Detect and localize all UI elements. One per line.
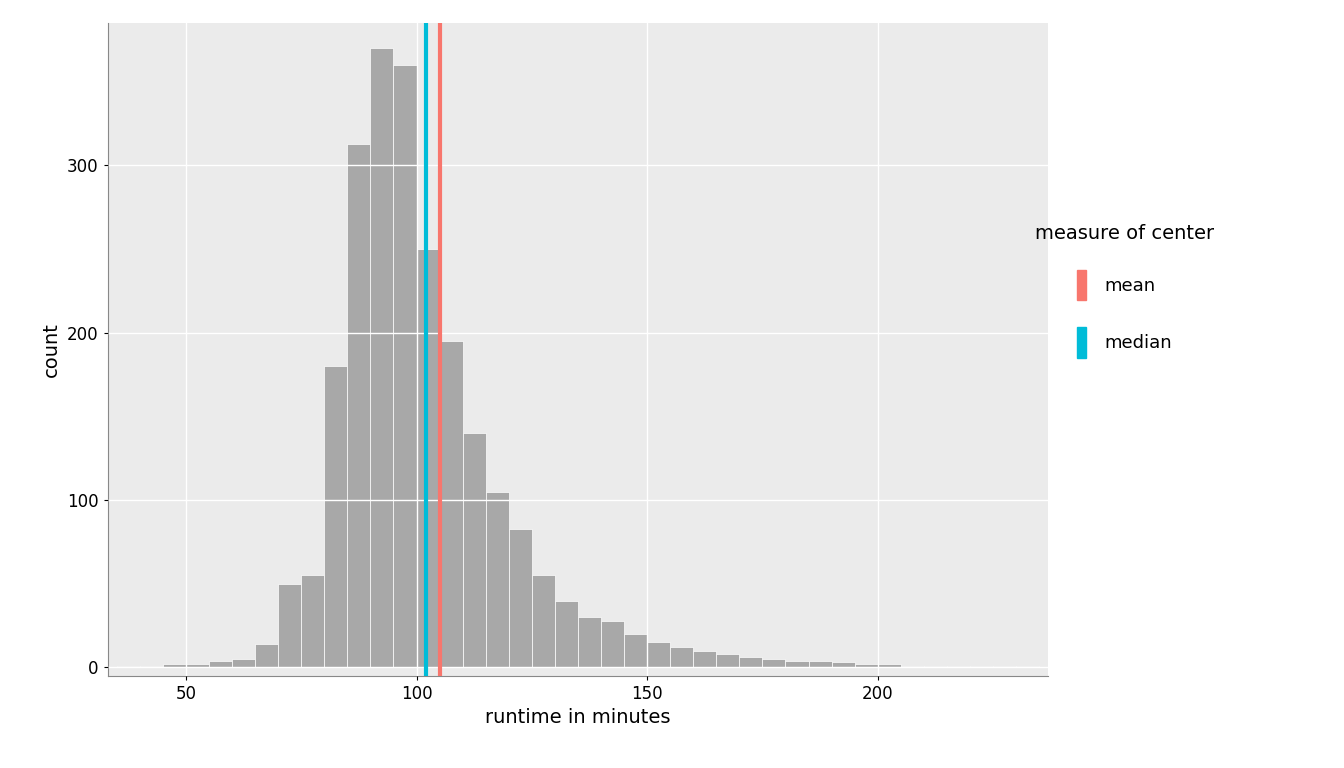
Bar	[278, 584, 301, 667]
Bar	[832, 663, 855, 667]
Bar	[324, 366, 347, 667]
Bar	[900, 666, 923, 667]
Bar	[462, 433, 485, 667]
Bar	[371, 48, 394, 667]
Bar	[439, 341, 462, 667]
Bar	[855, 664, 878, 667]
Bar	[555, 601, 578, 667]
Bar	[809, 660, 832, 667]
Bar	[208, 660, 233, 667]
Bar	[671, 647, 694, 667]
Bar	[762, 659, 785, 667]
Bar	[417, 249, 439, 667]
Bar	[255, 644, 278, 667]
Bar	[509, 528, 532, 667]
Bar	[347, 144, 371, 667]
Bar	[923, 666, 948, 667]
Bar	[785, 660, 809, 667]
Bar	[117, 666, 140, 667]
Bar	[694, 650, 716, 667]
Bar	[948, 666, 970, 667]
Bar	[185, 664, 208, 667]
Bar	[716, 654, 739, 667]
Bar	[624, 634, 646, 667]
Bar	[301, 575, 324, 667]
Legend: mean, median: mean, median	[1025, 215, 1223, 366]
Bar	[233, 659, 255, 667]
Bar	[646, 642, 671, 667]
Bar	[601, 621, 624, 667]
Bar	[532, 575, 555, 667]
Bar	[1016, 666, 1039, 667]
Bar	[993, 666, 1016, 667]
Bar	[163, 664, 185, 667]
X-axis label: runtime in minutes: runtime in minutes	[485, 708, 671, 727]
Bar	[140, 666, 163, 667]
Y-axis label: count: count	[42, 322, 62, 377]
Bar	[485, 492, 509, 667]
Bar	[970, 666, 993, 667]
Bar	[578, 617, 601, 667]
Bar	[394, 65, 417, 667]
Bar	[739, 657, 762, 667]
Bar	[878, 664, 900, 667]
